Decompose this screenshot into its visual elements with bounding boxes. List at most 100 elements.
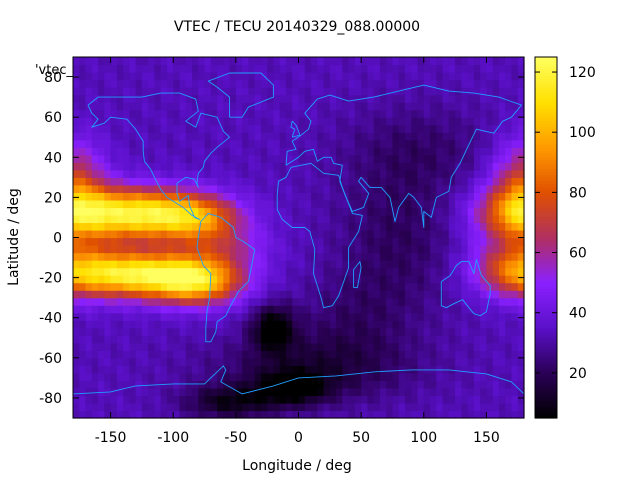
heatmap-cell — [204, 335, 212, 344]
heatmap-cell — [285, 342, 293, 351]
heatmap-cell — [386, 402, 394, 412]
heatmap-cell — [329, 267, 337, 276]
heatmap-cell — [73, 410, 80, 419]
heatmap-cell — [217, 342, 224, 351]
heatmap-cell — [154, 237, 162, 246]
heatmap-cell — [517, 357, 525, 366]
heatmap-cell — [386, 395, 394, 404]
colorbar-segment — [535, 165, 557, 169]
heatmap-cell — [210, 290, 218, 299]
heatmap-cell — [285, 214, 293, 224]
heatmap-cell — [430, 207, 437, 216]
heatmap-cell — [254, 237, 262, 246]
heatmap-cell — [129, 305, 137, 314]
heatmap-cell — [198, 154, 206, 163]
heatmap-cell — [260, 162, 268, 171]
heatmap-cell — [192, 320, 199, 329]
heatmap-cell — [480, 290, 488, 299]
heatmap-cell — [85, 365, 93, 374]
colorbar-segment — [535, 300, 557, 305]
heatmap-cell — [204, 342, 212, 351]
heatmap-cell — [104, 147, 112, 156]
heatmap-cell — [98, 245, 105, 254]
heatmap-cell — [198, 305, 206, 314]
heatmap-cell — [317, 87, 325, 96]
heatmap-cell — [260, 312, 268, 321]
heatmap-cell — [198, 282, 206, 291]
heatmap-cell — [185, 102, 193, 111]
heatmap-cell — [505, 139, 513, 148]
heatmap-cell — [517, 147, 525, 156]
heatmap-cell — [273, 162, 281, 171]
heatmap-cell — [279, 252, 287, 261]
heatmap-cell — [492, 275, 500, 284]
heatmap-cell — [430, 357, 437, 366]
heatmap-cell — [79, 124, 87, 133]
heatmap-cell — [123, 237, 130, 246]
heatmap-cell — [129, 102, 137, 111]
heatmap-cell — [98, 380, 105, 389]
heatmap-cell — [317, 79, 325, 88]
heatmap-cell — [129, 275, 137, 284]
colorbar-segment — [535, 117, 557, 121]
heatmap-cell — [173, 72, 181, 81]
heatmap-cell — [461, 57, 469, 66]
heatmap-cell — [135, 282, 143, 291]
heatmap-cell — [517, 282, 525, 291]
heatmap-cell — [160, 124, 168, 133]
heatmap-cell — [505, 169, 513, 178]
heatmap-cell — [242, 199, 249, 209]
heatmap-cell — [91, 335, 99, 344]
heatmap-cell — [229, 290, 237, 299]
heatmap-cell — [110, 147, 118, 156]
heatmap-cell — [411, 199, 419, 209]
heatmap-cell — [442, 117, 450, 126]
heatmap-cell — [79, 260, 87, 269]
heatmap-cell — [392, 147, 400, 156]
heatmap-cell — [285, 282, 293, 291]
heatmap-cell — [373, 87, 381, 96]
heatmap-cell — [91, 297, 99, 306]
heatmap-cell — [110, 312, 118, 321]
heatmap-cell — [198, 342, 206, 351]
heatmap-cell — [185, 117, 193, 126]
heatmap-cell — [473, 380, 481, 389]
heatmap-cell — [392, 395, 400, 404]
heatmap-cell — [442, 64, 450, 73]
heatmap-cell — [104, 64, 112, 73]
heatmap-cell — [323, 387, 331, 397]
heatmap-cell — [129, 162, 137, 171]
heatmap-cell — [141, 72, 149, 81]
heatmap-cell — [166, 177, 174, 186]
heatmap-cell — [85, 305, 93, 314]
heatmap-cell — [110, 117, 118, 126]
heatmap-cell — [448, 162, 456, 171]
heatmap-cell — [279, 245, 287, 254]
heatmap-cell — [242, 139, 249, 148]
heatmap-cell — [348, 380, 356, 389]
heatmap-cell — [235, 147, 243, 156]
heatmap-cell — [373, 252, 381, 261]
heatmap-cell — [98, 199, 105, 209]
heatmap-cell — [292, 64, 300, 73]
heatmap-cell — [267, 387, 275, 397]
heatmap-cell — [492, 387, 500, 397]
heatmap-cell — [116, 139, 124, 148]
colorbar-segment — [535, 240, 557, 245]
heatmap-cell — [411, 387, 419, 397]
heatmap-cell — [179, 147, 187, 156]
heatmap-cell — [229, 267, 237, 276]
heatmap-cell — [373, 207, 381, 216]
heatmap-cell — [254, 282, 262, 291]
heatmap-cell — [373, 102, 381, 111]
heatmap-cell — [217, 169, 224, 178]
heatmap-cell — [85, 79, 93, 88]
heatmap-cell — [392, 387, 400, 397]
heatmap-cell — [223, 117, 231, 126]
heatmap-cell — [185, 87, 193, 96]
heatmap-cell — [323, 267, 331, 276]
heatmap-cell — [91, 342, 99, 351]
heatmap-cell — [210, 154, 218, 163]
heatmap-cell — [336, 184, 343, 193]
heatmap-cell — [486, 109, 494, 118]
